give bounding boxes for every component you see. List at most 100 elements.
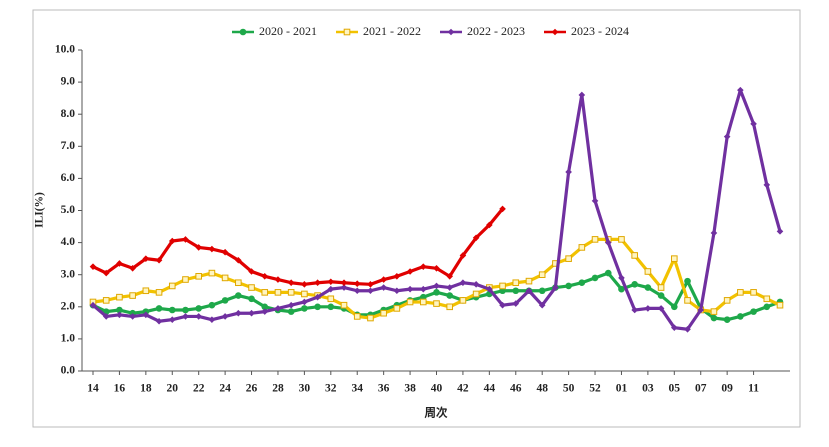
data-point — [142, 255, 150, 262]
legend-marker — [551, 28, 559, 36]
x-axis-label: 周次 — [425, 406, 448, 420]
data-point — [591, 274, 599, 282]
data-point — [710, 229, 718, 237]
data-point — [301, 281, 308, 288]
data-point — [129, 313, 136, 320]
data-point — [327, 285, 335, 293]
data-point — [261, 303, 269, 311]
data-point — [684, 277, 691, 285]
data-point — [340, 279, 348, 287]
data-point — [763, 295, 771, 303]
data-point — [89, 263, 97, 270]
legend-marker — [343, 28, 351, 36]
data-point — [512, 279, 520, 287]
data-point — [578, 279, 586, 287]
x-tick-label: 46 — [510, 383, 522, 395]
data-point — [221, 248, 229, 256]
data-point — [472, 234, 480, 242]
data-point — [208, 245, 216, 253]
data-point — [116, 293, 123, 301]
data-point — [327, 278, 335, 286]
data-point — [116, 306, 123, 314]
data-point — [538, 271, 546, 278]
data-point — [538, 287, 546, 295]
data-point — [129, 292, 136, 299]
data-point — [618, 274, 625, 282]
data-point — [565, 168, 572, 176]
data-point — [591, 236, 599, 243]
y-tick-label: 0.0 — [61, 365, 76, 377]
data-point — [433, 300, 440, 307]
data-point — [182, 313, 189, 320]
x-tick-label: 36 — [378, 383, 390, 395]
x-tick-label: 34 — [351, 383, 363, 395]
data-point — [644, 284, 652, 291]
data-point — [433, 264, 440, 272]
x-tick-label: 01 — [616, 383, 628, 395]
legend-label: 2022 - 2023 — [467, 24, 525, 38]
data-point — [446, 292, 454, 299]
legend-label: 2020 - 2021 — [259, 24, 317, 38]
data-point — [208, 269, 216, 277]
data-point — [723, 133, 731, 140]
data-point — [301, 305, 308, 312]
data-point — [235, 256, 242, 264]
data-point — [287, 301, 295, 309]
y-tick-label: 5.0 — [61, 204, 76, 216]
data-point — [737, 289, 744, 296]
data-point — [380, 284, 387, 291]
data-point — [287, 289, 295, 296]
data-point — [393, 273, 401, 280]
data-point — [301, 290, 308, 298]
x-tick-label: 22 — [193, 383, 205, 395]
data-point — [591, 197, 599, 205]
legend-label: 2023 - 2024 — [571, 24, 629, 38]
data-point — [353, 313, 361, 320]
data-point — [710, 314, 718, 322]
data-point — [235, 279, 242, 287]
data-point — [287, 279, 295, 287]
data-point — [340, 284, 348, 291]
legend-marker — [239, 28, 247, 36]
data-point — [393, 287, 401, 295]
y-tick-label: 4.0 — [61, 236, 76, 248]
data-point — [327, 295, 335, 303]
data-point — [763, 181, 771, 189]
data-point — [142, 287, 150, 295]
data-point — [538, 301, 546, 309]
y-tick-label: 6.0 — [61, 172, 76, 184]
data-point — [248, 295, 255, 303]
x-tick-label: 38 — [404, 383, 416, 395]
data-point — [314, 279, 321, 287]
data-point — [340, 301, 348, 309]
data-point — [195, 273, 202, 280]
data-point — [221, 274, 229, 282]
data-point — [499, 282, 506, 290]
x-tick-label: 03 — [642, 383, 654, 395]
x-tick-label: 14 — [87, 383, 99, 395]
data-point — [631, 252, 638, 259]
data-point — [102, 313, 110, 320]
data-point — [129, 264, 136, 272]
data-point — [142, 311, 150, 319]
data-point — [380, 309, 387, 317]
y-tick-label: 7.0 — [61, 140, 76, 152]
data-point — [684, 325, 691, 333]
x-tick-label: 28 — [272, 383, 284, 395]
data-point — [565, 255, 572, 262]
y-tick-label: 9.0 — [61, 76, 76, 88]
y-tick-label: 8.0 — [61, 108, 76, 120]
data-point — [116, 311, 123, 319]
data-point — [657, 305, 665, 312]
data-point — [314, 303, 321, 311]
data-point — [182, 276, 189, 283]
data-point — [221, 313, 229, 320]
data-point — [644, 305, 652, 312]
data-point — [102, 297, 110, 304]
data-point — [327, 303, 335, 311]
x-tick-label: 11 — [748, 383, 759, 395]
x-tick-label: 16 — [114, 383, 126, 395]
legend-marker — [447, 28, 455, 36]
data-point — [274, 276, 282, 283]
